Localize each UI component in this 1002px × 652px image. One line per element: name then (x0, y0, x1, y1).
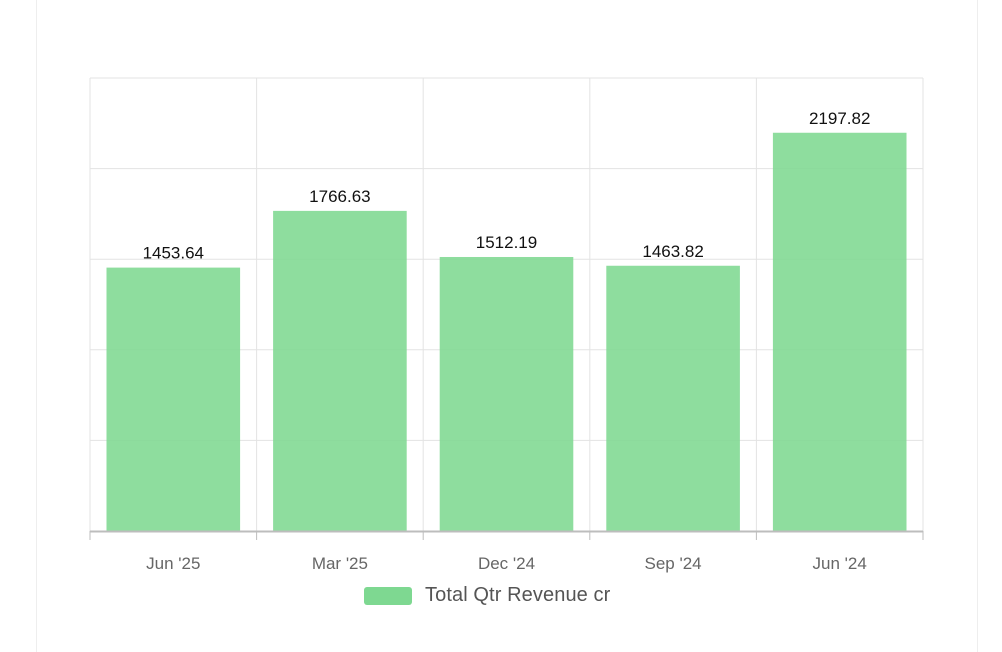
bar[interactable] (772, 132, 907, 532)
x-tick-label: Jun '24 (813, 554, 867, 573)
bar[interactable] (439, 256, 574, 531)
data-label: 2197.82 (809, 109, 870, 128)
x-tick-label: Dec '24 (478, 554, 535, 573)
x-tick-label: Jun '25 (146, 554, 200, 573)
legend-swatch (364, 586, 412, 605)
data-label: 1766.63 (309, 187, 370, 206)
data-labels: 1453.64 1766.63 1512.19 1463.82 2197.82 (143, 109, 871, 263)
x-tick-label: Sep '24 (645, 554, 702, 573)
data-label: 1463.82 (642, 242, 703, 261)
legend-label: Total Qtr Revenue cr (425, 584, 611, 606)
data-label: 1512.19 (476, 233, 537, 252)
bar[interactable] (106, 267, 241, 531)
data-label: 1453.64 (143, 244, 204, 263)
bar[interactable] (606, 265, 740, 531)
bar[interactable] (273, 210, 407, 531)
bars (106, 132, 907, 532)
legend[interactable]: Total Qtr Revenue cr (364, 584, 610, 607)
x-axis: Jun '25 Mar '25 Dec '24 Sep '24 Jun '24 (89, 530, 924, 573)
x-tick-label: Mar '25 (312, 554, 368, 573)
